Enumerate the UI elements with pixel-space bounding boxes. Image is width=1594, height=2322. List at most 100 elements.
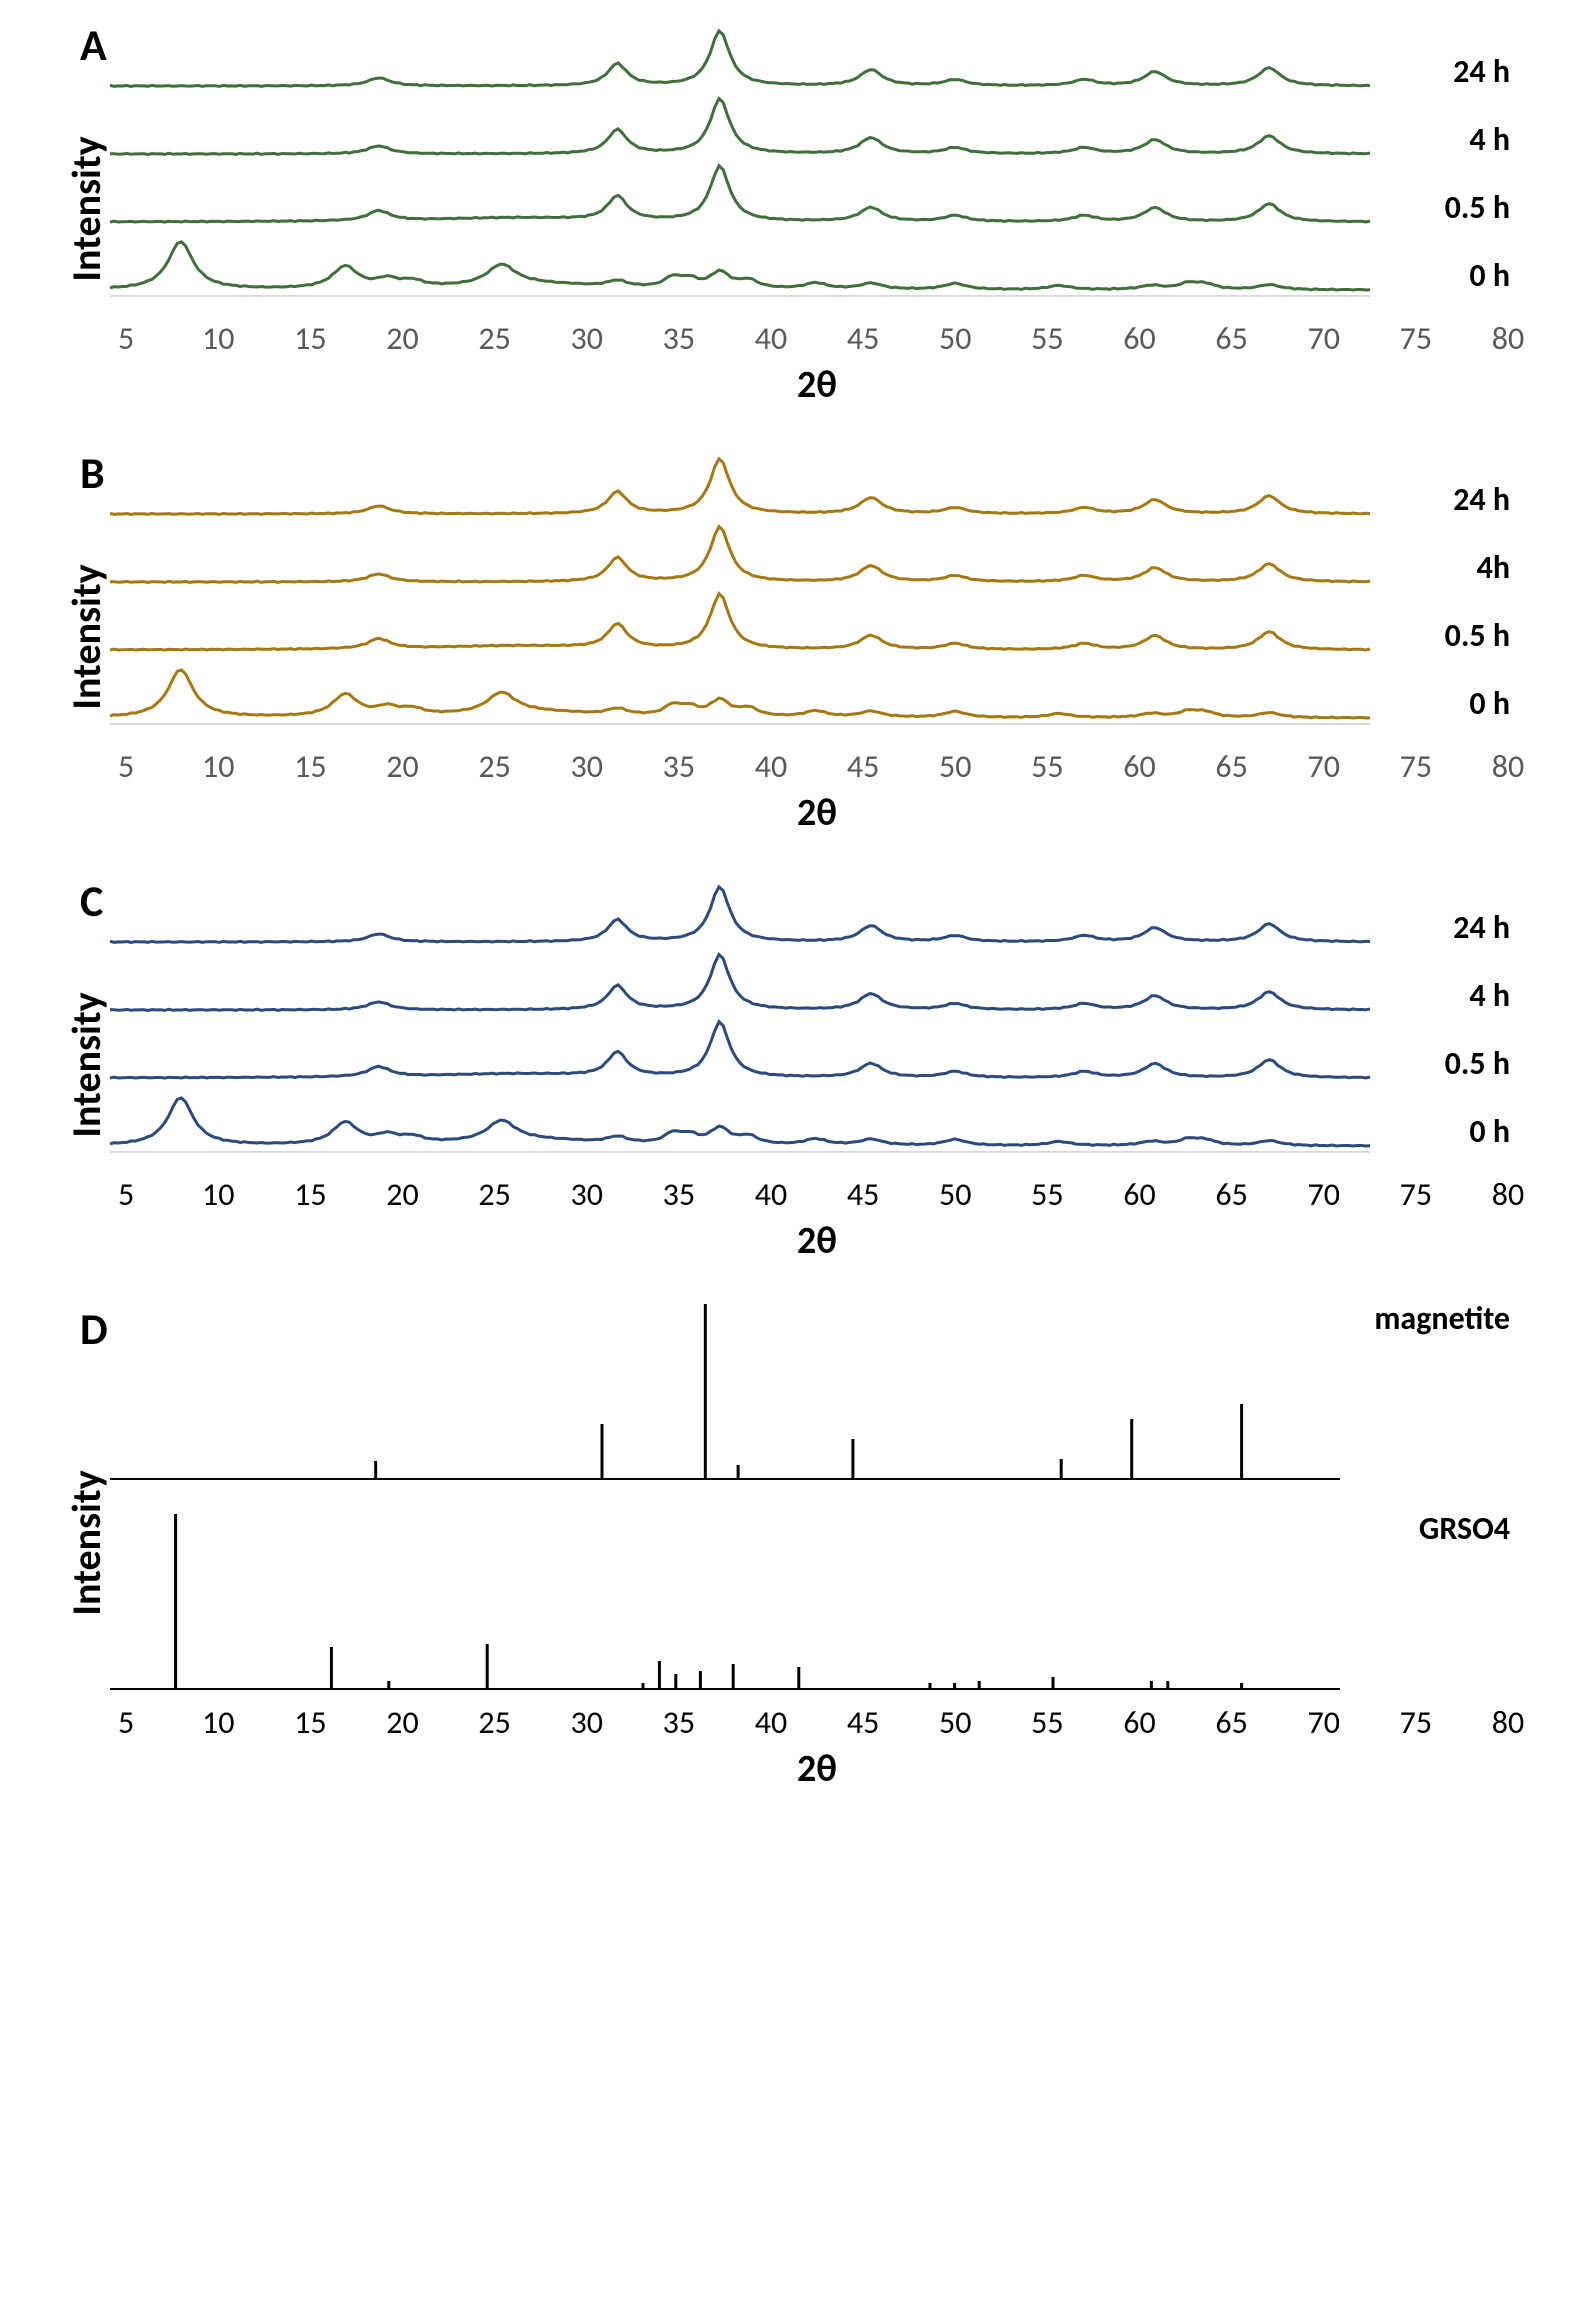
panel-B-label: B [80, 446, 105, 500]
panel-A-chart: 0 h 0.5 h 4 h 24 h [80, 10, 1554, 315]
xtick: 70 [1278, 1175, 1370, 1214]
spectrum-trace [110, 242, 1370, 290]
trace-label: 4h [1477, 548, 1510, 587]
xtick: 5 [80, 319, 172, 358]
panel-B-xlabel: 2θ [80, 790, 1554, 836]
xtick: 60 [1093, 747, 1185, 786]
panel-D-chart: magnetiteGRSO4 [80, 1294, 1554, 1699]
xtick: 50 [909, 1175, 1001, 1214]
panel-A-xlabel: 2θ [80, 362, 1554, 408]
trace-label: 24 h [1453, 52, 1510, 91]
reference-label: GRSO4 [1419, 1509, 1510, 1548]
panel-B-chart: 0 h0.5 h4h24 h [80, 438, 1554, 743]
panel-A-label: A [80, 18, 107, 72]
panel-C-xaxis: 5101520253035404550556065707580 2θ [80, 1175, 1554, 1264]
xtick: 55 [1001, 1703, 1093, 1742]
xtick: 75 [1370, 1703, 1462, 1742]
xtick: 15 [264, 1703, 356, 1742]
xtick: 70 [1278, 747, 1370, 786]
xtick: 40 [725, 747, 817, 786]
trace-label: 4 h [1469, 120, 1510, 159]
xtick: 25 [449, 1175, 541, 1214]
panel-C-ticks: 5101520253035404550556065707580 [80, 1175, 1554, 1214]
xtick: 75 [1370, 747, 1462, 786]
xtick: 10 [172, 1175, 264, 1214]
xtick: 5 [80, 1703, 172, 1742]
trace-label: 0.5 h [1445, 616, 1510, 655]
panel-B: B Intensity 0 h0.5 h4h24 h 5101520253035… [20, 438, 1574, 836]
xtick: 45 [817, 747, 909, 786]
xtick: 60 [1093, 1175, 1185, 1214]
xtick: 45 [817, 1703, 909, 1742]
xtick: 65 [1186, 319, 1278, 358]
xtick: 70 [1278, 1703, 1370, 1742]
panel-C-ylabel: Intensity [62, 992, 111, 1137]
spectrum-trace [110, 166, 1370, 222]
spectrum-trace [110, 1022, 1370, 1078]
panel-D-label: D [80, 1302, 108, 1356]
xtick: 15 [264, 1175, 356, 1214]
trace-label: 0.5 h [1445, 1044, 1510, 1083]
spectrum-trace [110, 31, 1370, 87]
trace-label: 24 h [1453, 908, 1510, 947]
xtick: 10 [172, 747, 264, 786]
xtick: 70 [1278, 319, 1370, 358]
xtick: 35 [633, 319, 725, 358]
xtick: 50 [909, 1703, 1001, 1742]
xtick: 35 [633, 1703, 725, 1742]
xtick: 40 [725, 1175, 817, 1214]
panel-D-svg: magnetiteGRSO4 [80, 1294, 1520, 1694]
xtick: 45 [817, 1175, 909, 1214]
panel-A: A Intensity 0 h0.5 h4 h24 h 510152025303… [20, 10, 1574, 408]
panel-A-xaxis: 5101520253035404550556065707580 2θ [80, 319, 1554, 408]
xtick: 20 [356, 1703, 448, 1742]
xtick: 20 [356, 319, 448, 358]
panel-C-xlabel: 2θ [80, 1218, 1554, 1264]
panel-D-xaxis: 5101520253035404550556065707580 2θ [80, 1703, 1554, 1792]
xtick: 30 [541, 747, 633, 786]
xtick: 20 [356, 747, 448, 786]
xtick: 25 [449, 747, 541, 786]
panel-A-svg: 0 h 0.5 h 4 h 24 h [80, 10, 1520, 310]
xtick: 50 [909, 319, 1001, 358]
xtick: 5 [80, 747, 172, 786]
xtick: 30 [541, 1175, 633, 1214]
xtick: 65 [1186, 1175, 1278, 1214]
xtick: 50 [909, 747, 1001, 786]
trace-label: 0 h [1469, 256, 1510, 295]
xtick: 80 [1462, 1703, 1554, 1742]
xtick: 75 [1370, 319, 1462, 358]
xtick: 15 [264, 747, 356, 786]
xtick: 25 [449, 319, 541, 358]
xtick: 80 [1462, 1175, 1554, 1214]
trace-label: 4 h [1469, 976, 1510, 1015]
spectrum-trace [110, 670, 1370, 718]
trace-label: 0.5 h [1445, 188, 1510, 227]
xtick: 10 [172, 319, 264, 358]
panel-B-ylabel: Intensity [62, 564, 111, 709]
xtick: 60 [1093, 319, 1185, 358]
xtick: 65 [1186, 1703, 1278, 1742]
panel-C-svg: 0 h0.5 h4 h24 h [80, 866, 1520, 1166]
panel-C-label: C [80, 874, 103, 928]
spectrum-trace [110, 527, 1370, 583]
xtick: 40 [725, 1703, 817, 1742]
xtick: 55 [1001, 1175, 1093, 1214]
xtick: 20 [356, 1175, 448, 1214]
xtick: 55 [1001, 319, 1093, 358]
spectrum-trace [110, 1098, 1370, 1146]
xtick: 30 [541, 319, 633, 358]
xtick: 60 [1093, 1703, 1185, 1742]
panel-A-ticks: 5101520253035404550556065707580 [80, 319, 1554, 358]
panel-B-ticks: 5101520253035404550556065707580 [80, 747, 1554, 786]
xtick: 40 [725, 319, 817, 358]
panel-C-chart: 0 h0.5 h4 h24 h [80, 866, 1554, 1171]
xtick: 35 [633, 747, 725, 786]
xtick: 80 [1462, 747, 1554, 786]
panel-D-ticks: 5101520253035404550556065707580 [80, 1703, 1554, 1742]
trace-label: 24 h [1453, 480, 1510, 519]
spectrum-trace [110, 99, 1370, 155]
xtick: 10 [172, 1703, 264, 1742]
xtick: 65 [1186, 747, 1278, 786]
spectrum-trace [110, 887, 1370, 943]
